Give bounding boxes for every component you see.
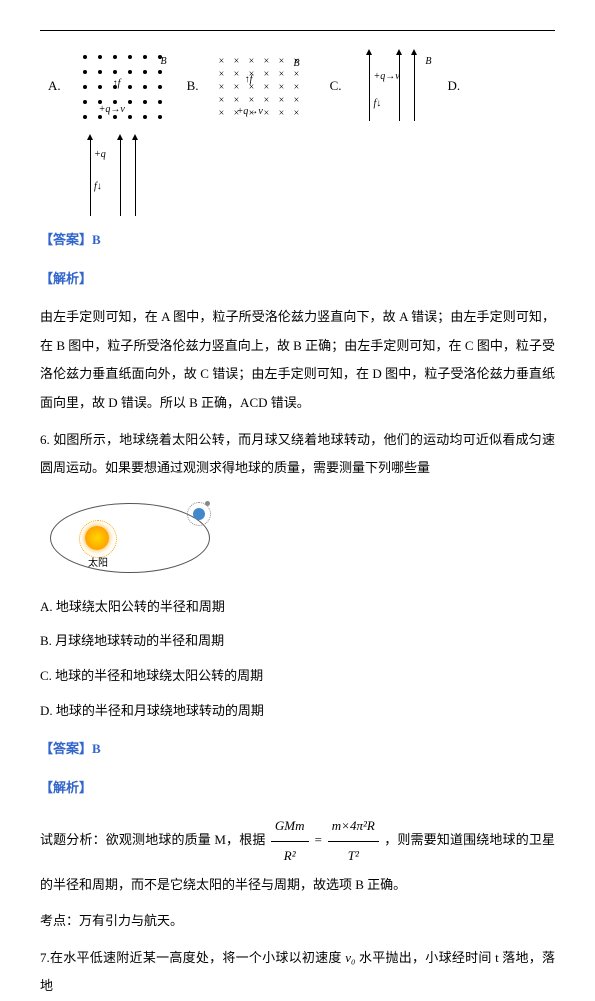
orbit-diagram: 太阳 bbox=[40, 493, 220, 583]
q6-opt-b: B. 月球绕地球转动的半径和周期 bbox=[40, 627, 555, 656]
sun-label: 太阳 bbox=[88, 553, 108, 575]
option-d-diagram: +q f↓ bbox=[80, 136, 555, 206]
question5-options: A. document.write(Array.from({length:5},… bbox=[40, 51, 555, 121]
analysis6-text: 试题分析：欲观测地球的质量 M，根据 GMmR² = m×4π²RT² ，则需要… bbox=[40, 812, 555, 899]
q6-opt-d: D. 地球的半径和月球绕地球转动的周期 bbox=[40, 697, 555, 726]
option-c-label: C. bbox=[330, 72, 342, 101]
answer5-tag: 【答案】B bbox=[40, 226, 555, 255]
option-b-label: B. bbox=[187, 72, 199, 101]
q6-stem: 6. 如图所示，地球绕着太阳公转，而月球又绕着地球转动，他们的运动均可近似看成匀… bbox=[40, 426, 555, 483]
top-rule bbox=[40, 30, 555, 31]
cross-field-diagram: document.write(Array.from({length:5},(_,… bbox=[217, 51, 312, 121]
analysis6-prefix: 试题分析：欲观测地球的质量 M，根据 bbox=[40, 832, 266, 847]
option-a-label: A. bbox=[48, 72, 61, 101]
analysis5-tag: 【解析】 bbox=[40, 265, 555, 294]
q7-stem: 7.在水平低速附近某一高度处，将一个小球以初速度 v₀ 水平抛出，小球经时间 t… bbox=[40, 944, 555, 1001]
answer6-tag: 【答案】B bbox=[40, 735, 555, 764]
option-d-label: D. bbox=[447, 72, 460, 101]
dots-field-diagram: document.write(Array.from({length:5},(_,… bbox=[79, 51, 169, 121]
formula: GMmR² = m×4π²RT² bbox=[269, 812, 381, 870]
q6-opt-c: C. 地球的半径和地球绕太阳公转的周期 bbox=[40, 662, 555, 691]
analysis6-tag: 【解析】 bbox=[40, 774, 555, 803]
q6-opt-a: A. 地球绕太阳公转的半径和周期 bbox=[40, 593, 555, 622]
analysis5-text: 由左手定则可知，在 A 图中，粒子所受洛伦兹力竖直向下，故 A 错误；由左手定则… bbox=[40, 303, 555, 417]
q6-kaodian: 考点：万有引力与航天。 bbox=[40, 907, 555, 936]
lines-field-c-diagram: B +q→v f↓ bbox=[359, 51, 429, 121]
